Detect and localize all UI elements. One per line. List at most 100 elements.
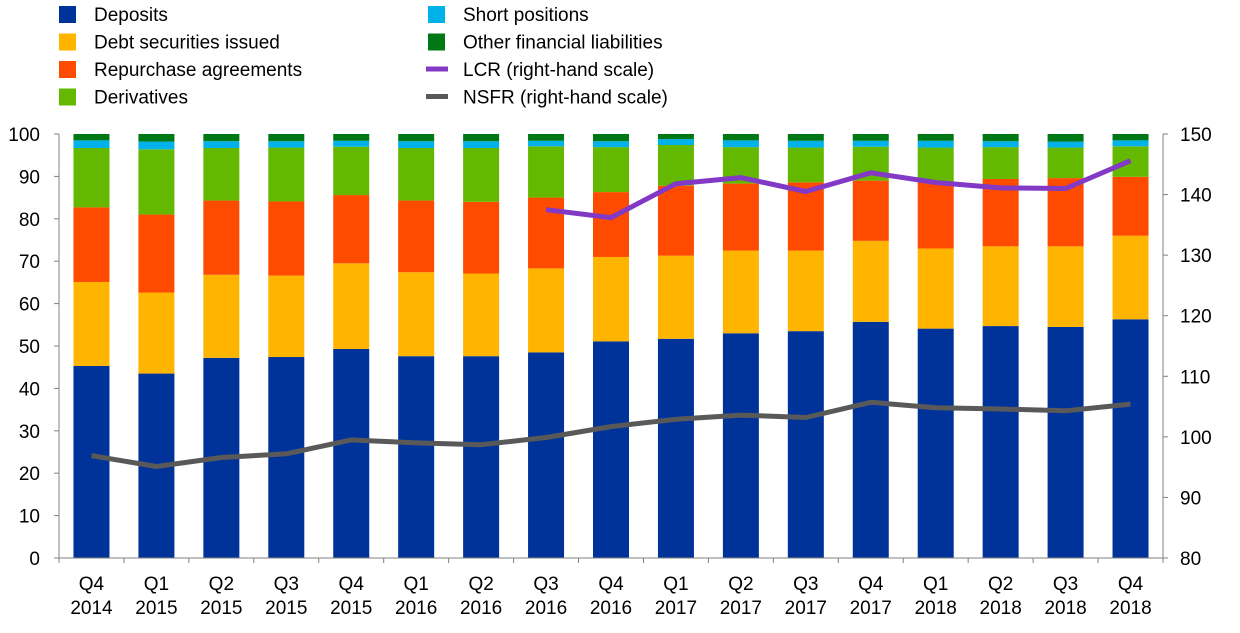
bar-segment-other-financial-liabilities [787,134,824,141]
bar-segment-short-positions [463,141,500,148]
x-tick-label-quarter: Q4 [1118,574,1144,595]
bar-segment-other-financial-liabilities [917,134,954,141]
x-tick-label-quarter: Q2 [209,574,234,595]
legend-label-short-positions: Short positions [463,5,589,26]
bar-segment-repurchase-agreements [1112,176,1149,236]
y-tick-label: 80 [19,210,40,231]
x-axis: Q4 2014 Q1 2015 Q2 2015 Q3 2015 Q4 2015 Q1 2016 Q2 20… [58,557,1164,619]
bar-segment-derivatives [787,147,824,183]
x-tick-label-quarter: Q3 [274,574,299,595]
bar-segment-derivatives [593,147,629,193]
bar-stacks [73,134,1149,558]
bar-segment-derivatives [1047,147,1084,179]
bar-segment-other-financial-liabilities [722,134,759,141]
bar-segment-debt-securities-issued [333,263,370,349]
bar-segment-short-positions [982,141,1019,148]
bar-segment-debt-securities-issued [398,272,435,357]
bar-segment-other-financial-liabilities [333,134,370,141]
bar-segment-repurchase-agreements [917,182,954,249]
bar-segment-deposits [73,365,110,558]
lcr-line [545,158,1132,221]
bar-segment-deposits [463,356,500,558]
bar-segment-repurchase-agreements [722,183,759,251]
bar-segment-deposits [528,352,565,558]
bar-segment-short-positions [593,141,629,148]
legend-label-debt-securities-issued: Debt securities issued [94,33,280,54]
y-tick-label: 30 [19,422,40,443]
bar-segment-other-financial-liabilities [1047,134,1084,142]
x-tick-label-year: 2015 [200,598,242,619]
x-tick-label-quarter: Q4 [858,574,884,595]
y2-tick-label: 100 [1180,428,1212,449]
bar-segment-other-financial-liabilities [463,134,500,142]
x-tick-label-year: 2017 [655,598,697,619]
bar-segment-derivatives [138,149,175,215]
bar-segment-derivatives [528,146,565,198]
y-tick-label: 10 [19,507,40,528]
bar-segment-derivatives [917,147,954,183]
legend-label-lcr-right-hand-scale: LCR (right-hand scale) [463,60,654,81]
y2-tick-label: 110 [1180,367,1210,388]
x-tick-label-year: 2015 [265,598,307,619]
x-tick-label-quarter: Q1 [923,574,948,595]
y2-tick-label: 80 [1180,549,1201,570]
bar-segment-deposits [1112,319,1149,558]
bar-segment-repurchase-agreements [138,214,175,293]
bar-segment-debt-securities-issued [528,268,565,353]
x-tick-label-year: 2016 [590,598,632,619]
bar-segment-short-positions [398,141,435,148]
legend-swatch-debt-securities-issued [59,33,76,51]
y-tick-label: 40 [19,379,40,400]
bar-segment-other-financial-liabilities [852,134,889,141]
bar-segment-debt-securities-issued [268,275,305,358]
bar-segment-debt-securities-issued [917,248,954,329]
bar-segment-repurchase-agreements [593,192,629,257]
bar-segment-deposits [722,333,759,558]
bar-segment-repurchase-agreements [528,197,565,269]
bar-segment-debt-securities-issued [852,240,889,322]
bar-segment-derivatives [657,145,694,186]
x-tick-label-quarter: Q4 [598,574,624,595]
y-axis-left: 0 10 20 30 40 50 60 70 80 90 100 [8,125,60,570]
x-tick-label-year: 2017 [720,598,762,619]
y-tick-label: 60 [19,295,40,316]
x-tick-label-year: 2017 [785,598,827,619]
legend-label-repurchase-agreements: Repurchase agreements [94,60,302,81]
bar-segment-repurchase-agreements [333,195,370,264]
bar-segment-deposits [787,331,824,558]
bar-segment-debt-securities-issued [787,250,824,332]
bar-segment-debt-securities-issued [657,255,694,339]
bar-segment-debt-securities-issued [138,292,175,374]
y-tick-label: 20 [19,464,40,485]
legend-swatch-other-financial-liabilities [428,33,445,51]
bar-segment-deposits [593,341,629,558]
bar-segment-debt-securities-issued [73,281,110,366]
bar-segment-repurchase-agreements [268,201,305,276]
x-tick-label-year: 2016 [395,598,437,619]
bar-segment-deposits [657,338,694,558]
bar-segment-other-financial-liabilities [138,134,175,142]
bar-segment-other-financial-liabilities [398,134,435,142]
bar-segment-short-positions [1112,140,1149,147]
bar-segment-debt-securities-issued [982,246,1019,327]
x-tick-label-quarter: Q3 [793,574,818,595]
y-tick-label: 50 [19,337,40,358]
bar-segment-short-positions [333,140,370,147]
x-tick-label-quarter: Q1 [144,574,169,595]
bar-segment-other-financial-liabilities [73,134,110,141]
bar-segment-repurchase-agreements [73,207,110,282]
bar-segment-deposits [917,328,954,558]
legend-label-deposits: Deposits [94,5,168,26]
x-tick-label-year: 2016 [460,598,502,619]
x-tick-label-year: 2015 [135,598,177,619]
line-series [91,158,1132,469]
bar-segment-repurchase-agreements [852,180,889,241]
bar-segment-short-positions [722,140,759,148]
legend-swatch-derivatives [59,88,76,106]
bar-segment-derivatives [398,147,435,201]
bar-segment-debt-securities-issued [722,250,759,334]
x-tick-label-quarter: Q2 [468,574,493,595]
bar-segment-short-positions [657,139,694,146]
y-tick-label: 90 [19,167,40,188]
